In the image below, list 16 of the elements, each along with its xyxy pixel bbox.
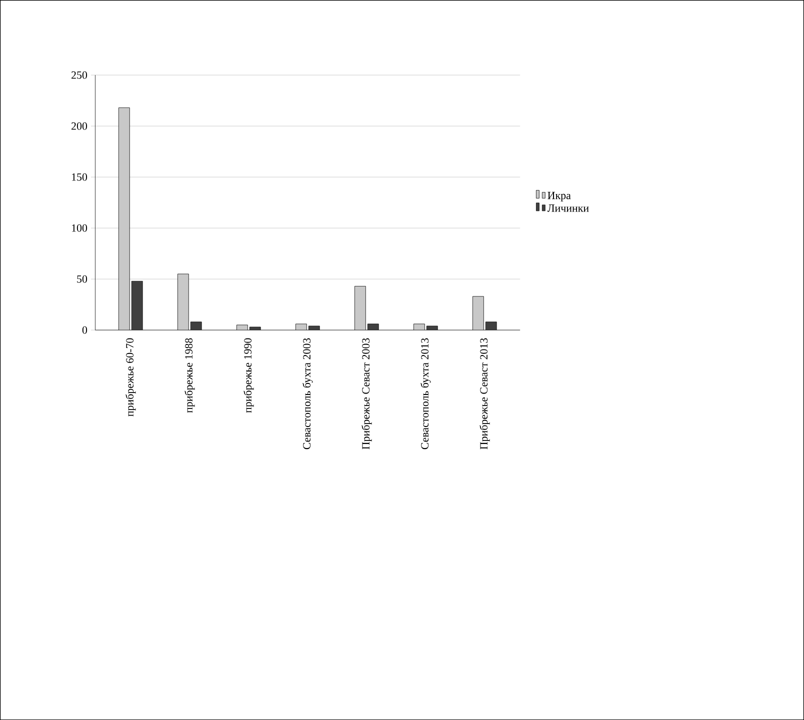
x-tick-label: Прибрежье Севаст 2013 [480, 338, 490, 450]
y-tick-label: 250 [72, 71, 88, 79]
x-tick-label: Севастополь бухта 2013 [420, 338, 431, 450]
x-tick-label: прибрежье 60-70 [126, 338, 136, 416]
x-tick-label: прибрежье 1988 [184, 338, 195, 413]
x-tick-label: Севастополь бухта 2003 [302, 338, 313, 450]
y-tick-label: 100 [72, 224, 88, 232]
legend-label: Личинки [547, 204, 589, 212]
legend-label: Икра [548, 192, 571, 202]
x-tick-label: прибрежье 1990 [244, 338, 254, 413]
y-tick-label: 150 [72, 173, 88, 181]
y-tick-label: 0 [82, 326, 88, 334]
bar [132, 281, 143, 330]
x-tick-label: Прибрежье Севаст 2003 [362, 338, 372, 450]
y-tick-label: 200 [72, 122, 88, 130]
y-tick-label: 50 [77, 275, 88, 283]
